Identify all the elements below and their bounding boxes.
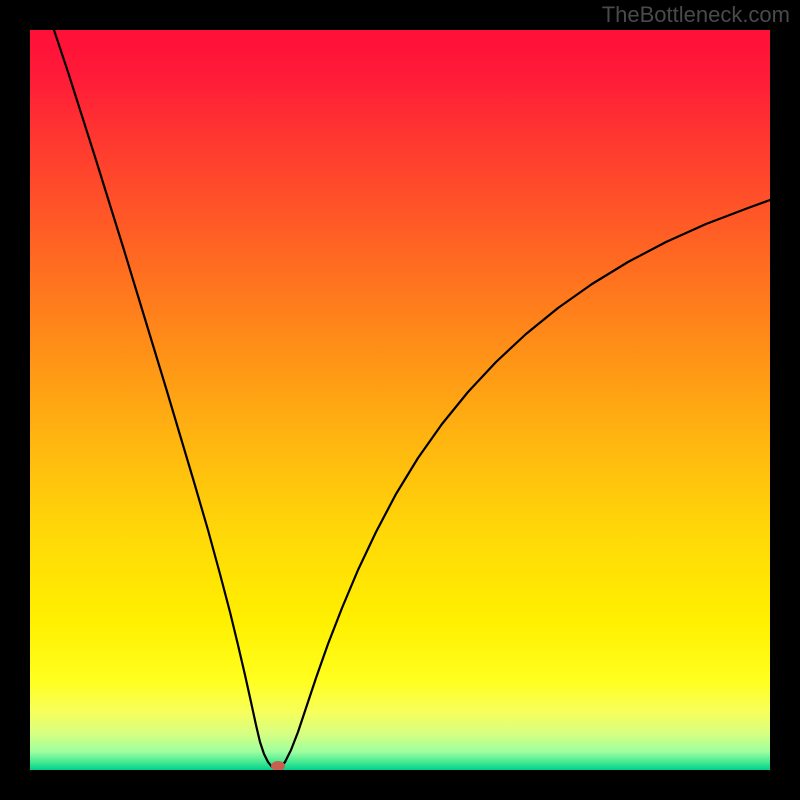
chart-frame: TheBottleneck.com: [0, 0, 800, 800]
plot-area: [30, 30, 770, 770]
gradient-background: [30, 30, 770, 770]
plot-svg: [30, 30, 770, 770]
watermark-text: TheBottleneck.com: [602, 2, 790, 28]
